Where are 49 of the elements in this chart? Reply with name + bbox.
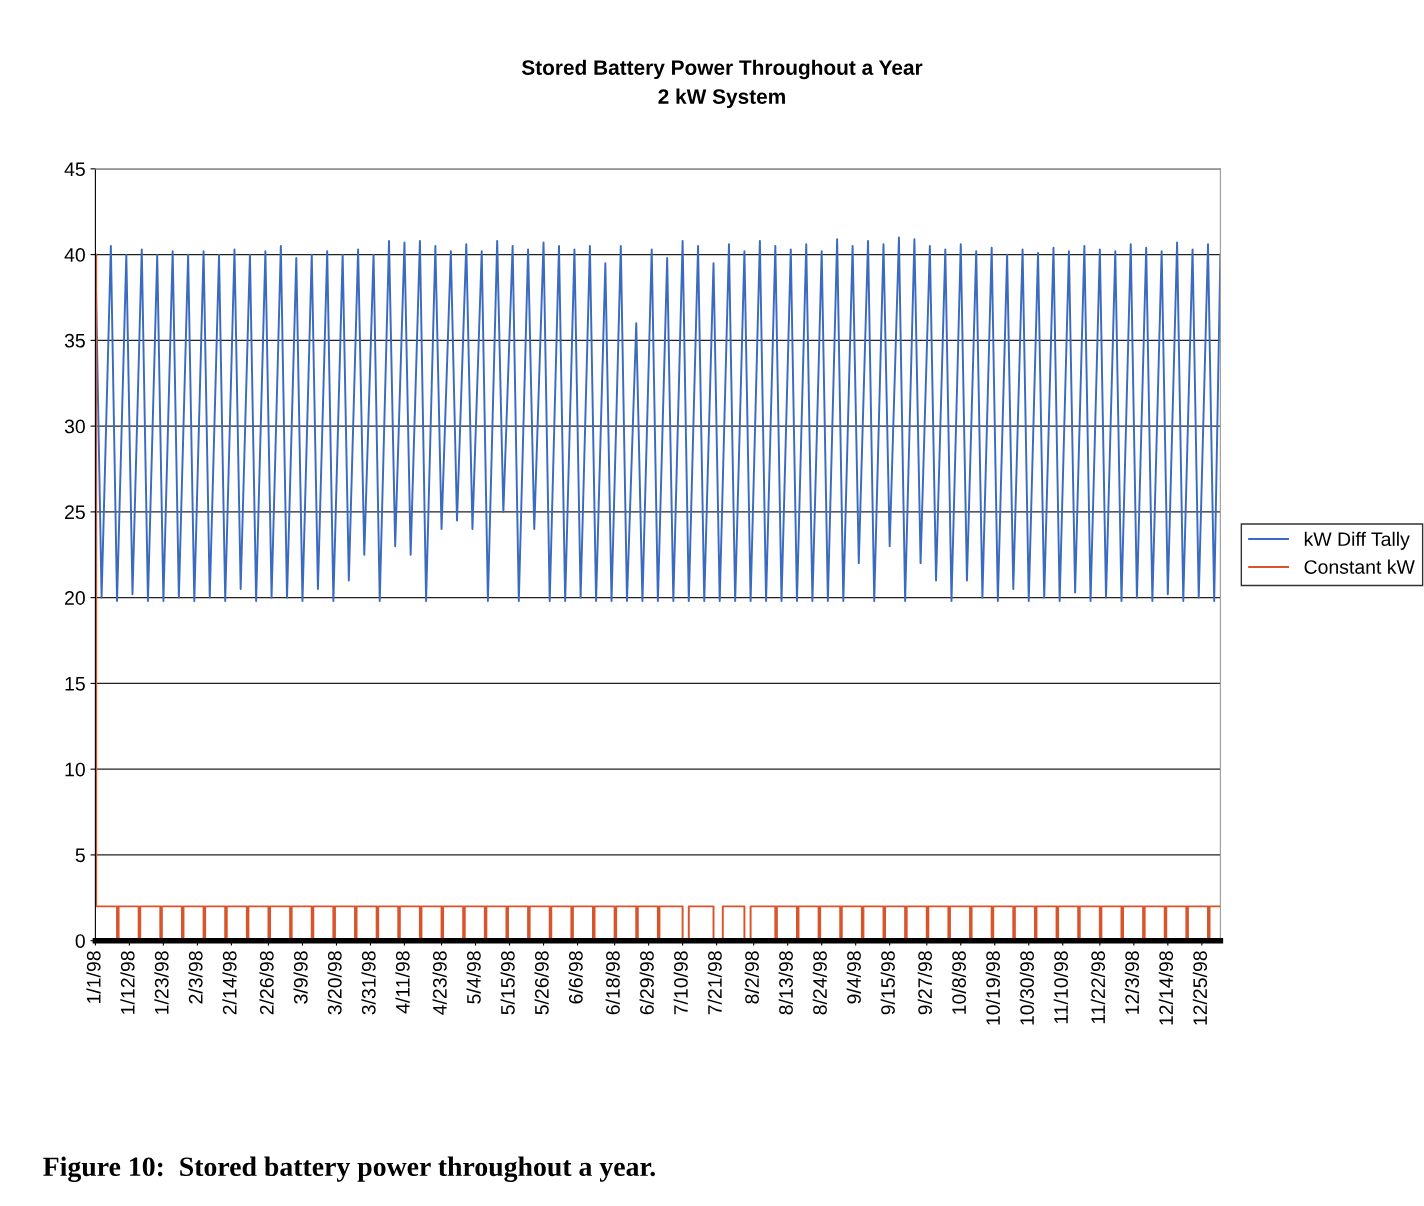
x-tick-label: 11/10/98 xyxy=(1053,951,1068,1024)
x-tick-label: 12/25/98 xyxy=(1192,951,1208,1025)
x-tick-label: 5/4/98 xyxy=(466,951,481,1004)
legend-label: kW Diff Tally xyxy=(1304,531,1410,550)
x-tick-label: 3/31/98 xyxy=(361,951,376,1015)
x-tick-label: 1/12/98 xyxy=(120,951,135,1014)
x-tick-label: 9/27/98 xyxy=(917,951,932,1015)
x-tick-label: 3/20/98 xyxy=(327,951,342,1015)
y-tick-label: 15 xyxy=(65,677,85,691)
chart-title: Stored Battery Power Throughout a Year xyxy=(521,59,923,80)
x-tick-label: 7/10/98 xyxy=(673,951,688,1015)
y-tick-label: 20 xyxy=(65,591,85,605)
x-tick-label: 8/13/98 xyxy=(778,951,793,1015)
y-tick-label: 30 xyxy=(64,419,85,434)
y-tick-label: 25 xyxy=(65,505,85,520)
x-tick-label: 5/26/98 xyxy=(534,951,549,1015)
x-tick-label: 1/1/98 xyxy=(86,951,101,1003)
x-tick-label: 12/3/98 xyxy=(1124,951,1140,1014)
x-tick-label: 2/3/98 xyxy=(188,951,203,1004)
x-tick-label: 10/8/98 xyxy=(951,951,966,1014)
y-tick-label: 45 xyxy=(64,162,85,177)
chart-subtitle: 2 kW System xyxy=(658,88,785,109)
legend-label: Constant kW xyxy=(1304,559,1415,574)
x-tick-label: 5/15/98 xyxy=(500,951,515,1015)
x-tick-label: 3/9/98 xyxy=(293,951,308,1004)
y-tick-label: 40 xyxy=(64,248,85,262)
x-tick-label: 6/18/98 xyxy=(605,951,620,1015)
x-tick-label: 11/22/98 xyxy=(1090,951,1106,1024)
y-tick-label: 5 xyxy=(75,848,85,863)
x-tick-label: 12/14/98 xyxy=(1158,951,1174,1025)
x-tick-label: 8/2/98 xyxy=(744,951,759,1004)
x-tick-label: 9/15/98 xyxy=(880,951,895,1015)
x-tick-label: 8/24/98 xyxy=(812,951,827,1015)
x-tick-label: 1/23/98 xyxy=(154,951,169,1014)
x-tick-label: 4/11/98 xyxy=(395,951,410,1014)
x-tick-label: 10/19/98 xyxy=(985,951,1000,1025)
x-tick-label: 2/26/98 xyxy=(259,951,274,1015)
x-tick-label: 7/21/98 xyxy=(707,951,722,1015)
line-series xyxy=(95,236,1221,603)
caption: Figure 10: Stored battery power throughout a year. xyxy=(43,1156,655,1182)
y-tick-label: 0 xyxy=(75,934,85,948)
x-tick-label: 2/14/98 xyxy=(222,951,237,1015)
x-tick-label: 10/30/98 xyxy=(1019,951,1034,1025)
y-tick-label: 35 xyxy=(64,333,85,348)
x-tick-label: 6/29/98 xyxy=(639,951,654,1015)
x-tick-label: 4/23/98 xyxy=(432,951,447,1015)
x-tick-label: 6/6/98 xyxy=(568,951,583,1004)
x-tick-label: 9/4/98 xyxy=(846,951,861,1004)
y-tick-label: 10 xyxy=(65,762,85,777)
